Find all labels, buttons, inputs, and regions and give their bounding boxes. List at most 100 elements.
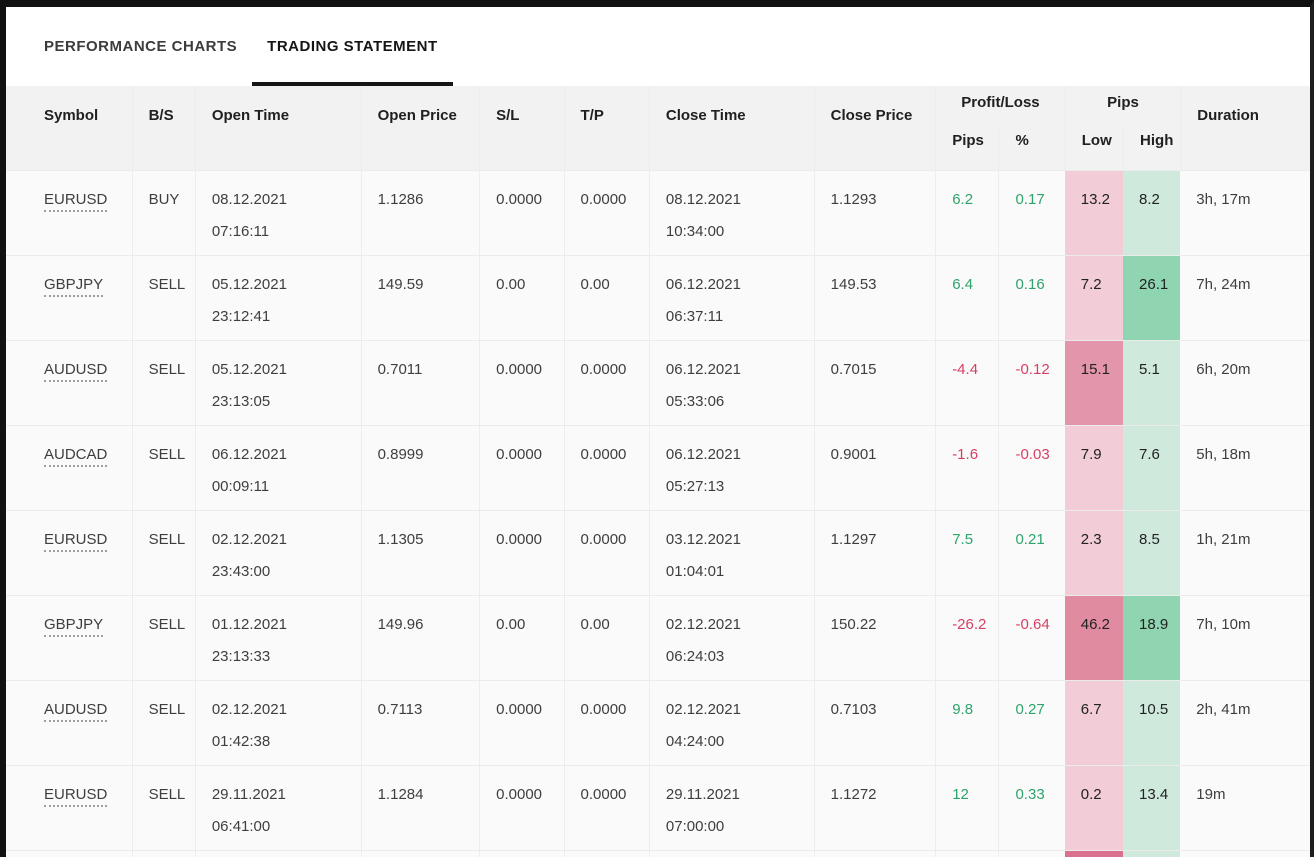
profit-loss-pips-cell (935, 850, 999, 857)
open-clock: 23:13:05 (211, 393, 271, 410)
open-date: 02.12.2021 (211, 701, 287, 718)
pips-high-cell: 13.4 (1123, 765, 1181, 850)
pips-low-cell: 46.2 (1064, 595, 1124, 680)
close-price-cell: 1.1272 (813, 765, 936, 850)
open-date: 08.12.2021 (211, 191, 287, 208)
close-time-cell: 06.12.2021 05:27:13 (648, 425, 814, 510)
close-price-cell (813, 850, 936, 857)
buy-sell-cell: SELL (131, 425, 195, 510)
tab-trading-statement[interactable]: TRADING STATEMENT (252, 7, 453, 86)
pips-low-cell (1064, 850, 1124, 857)
open-price-cell: 149.59 (360, 255, 480, 340)
close-clock: 06:24:03 (665, 648, 725, 665)
close-time-cell: 02.12.2021 04:24:00 (648, 680, 814, 765)
symbol-link[interactable]: EURUSD (44, 191, 108, 212)
take-profit-cell: 0.00 (563, 255, 649, 340)
open-time-cell: 02.12.2021 23:43:00 (194, 510, 361, 595)
column-header-symbol: Symbol (6, 86, 132, 170)
stop-loss-cell: 0.0000 (479, 510, 564, 595)
stop-loss-cell: 0.0000 (479, 425, 564, 510)
table-row: AUDUSD SELL 02.12.2021 01:42:38 0.7113 0… (6, 680, 1310, 765)
profit-loss-pips-cell: -4.4 (935, 340, 999, 425)
close-price-cell: 1.1297 (813, 510, 936, 595)
pips-high-cell: 7.6 (1123, 425, 1181, 510)
symbol-cell: AUDUSD (6, 340, 132, 425)
table-header: Symbol B/S Open Time Open Price S/L T/P … (6, 86, 1310, 170)
symbol-link[interactable]: EURUSD (44, 531, 108, 552)
duration-cell: 7h, 10m (1180, 595, 1310, 680)
profit-loss-percent-cell: -0.64 (998, 595, 1065, 680)
column-header-pips-high: High (1123, 126, 1181, 170)
take-profit-cell: 0.00 (563, 595, 649, 680)
column-header-buy-sell: B/S (131, 86, 195, 170)
symbol-cell: AUDUSD (6, 680, 132, 765)
pips-high-cell: 8.2 (1123, 170, 1181, 255)
duration-cell (1180, 850, 1310, 857)
column-header-duration: Duration (1180, 86, 1310, 170)
symbol-link[interactable]: AUDUSD (44, 701, 108, 722)
open-time-cell: 08.12.2021 07:16:11 (194, 170, 361, 255)
close-date: 03.12.2021 (665, 531, 741, 548)
open-time-cell: 05.12.2021 23:12:41 (194, 255, 361, 340)
table-row: AUDCAD SELL 06.12.2021 00:09:11 0.8999 0… (6, 425, 1310, 510)
take-profit-cell: 0.0000 (563, 340, 649, 425)
buy-sell-cell (131, 850, 195, 857)
take-profit-cell: 0.0000 (563, 510, 649, 595)
buy-sell-cell: SELL (131, 680, 195, 765)
profit-loss-percent-cell: 0.21 (998, 510, 1065, 595)
symbol-link[interactable]: AUDCAD (44, 446, 108, 467)
close-time-cell: 29.11.2021 07:00:00 (648, 765, 814, 850)
symbol-cell: AUDCAD (6, 425, 132, 510)
duration-cell: 6h, 20m (1180, 340, 1310, 425)
stop-loss-cell (479, 850, 564, 857)
buy-sell-cell: SELL (131, 340, 195, 425)
pips-low-cell: 2.3 (1064, 510, 1124, 595)
close-date: 06.12.2021 (665, 446, 741, 463)
column-header-open-price: Open Price (360, 86, 480, 170)
pips-low-cell: 13.2 (1064, 170, 1124, 255)
pips-low-cell: 7.9 (1064, 425, 1124, 510)
symbol-link[interactable]: AUDUSD (44, 361, 108, 382)
close-price-cell: 0.7015 (813, 340, 936, 425)
open-time-cell (194, 850, 361, 857)
close-price-cell: 0.7103 (813, 680, 936, 765)
symbol-link[interactable]: GBPJPY (44, 616, 104, 637)
pips-high-cell: 5.1 (1123, 340, 1181, 425)
close-price-cell: 1.1293 (813, 170, 936, 255)
duration-cell: 3h, 17m (1180, 170, 1310, 255)
open-time-cell: 01.12.2021 23:13:33 (194, 595, 361, 680)
symbol-cell: GBPJPY (6, 595, 132, 680)
open-clock: 23:43:00 (211, 563, 271, 580)
profit-loss-pips-cell: 7.5 (935, 510, 999, 595)
close-date: 06.12.2021 (665, 361, 741, 378)
column-group-profit-loss: Profit/Loss (935, 86, 1065, 126)
open-time-cell: 02.12.2021 01:42:38 (194, 680, 361, 765)
close-date: 02.12.2021 (665, 616, 741, 633)
open-time-cell: 29.11.2021 06:41:00 (194, 765, 361, 850)
stop-loss-cell: 0.00 (479, 595, 564, 680)
table-row: EURUSD SELL 02.12.2021 23:43:00 1.1305 0… (6, 510, 1310, 595)
table-row: EURUSD BUY 08.12.2021 07:16:11 1.1286 0.… (6, 170, 1310, 255)
column-header-profit-loss-percent: % (998, 126, 1065, 170)
pips-high-cell: 8.5 (1123, 510, 1181, 595)
symbol-cell: EURUSD (6, 765, 132, 850)
close-time-cell: 06.12.2021 06:37:11 (648, 255, 814, 340)
symbol-link[interactable]: GBPJPY (44, 276, 104, 297)
profit-loss-percent-cell: -0.12 (998, 340, 1065, 425)
stop-loss-cell: 0.0000 (479, 765, 564, 850)
duration-cell: 1h, 21m (1180, 510, 1310, 595)
duration-cell: 2h, 41m (1180, 680, 1310, 765)
symbol-link[interactable]: EURUSD (44, 786, 108, 807)
open-price-cell: 0.7113 (360, 680, 480, 765)
column-header-pips-low: Low (1064, 126, 1124, 170)
profit-loss-pips-cell: 6.2 (935, 170, 999, 255)
duration-cell: 7h, 24m (1180, 255, 1310, 340)
stop-loss-cell: 0.0000 (479, 340, 564, 425)
table-row: GBPJPY SELL 01.12.2021 23:13:33 149.96 0… (6, 595, 1310, 680)
close-time-cell: 02.12.2021 06:24:03 (648, 595, 814, 680)
close-time-cell: 06.12.2021 05:33:06 (648, 340, 814, 425)
tab-performance-charts[interactable]: PERFORMANCE CHARTS (44, 38, 238, 55)
pips-high-cell (1123, 850, 1181, 857)
profit-loss-pips-cell: -26.2 (935, 595, 999, 680)
